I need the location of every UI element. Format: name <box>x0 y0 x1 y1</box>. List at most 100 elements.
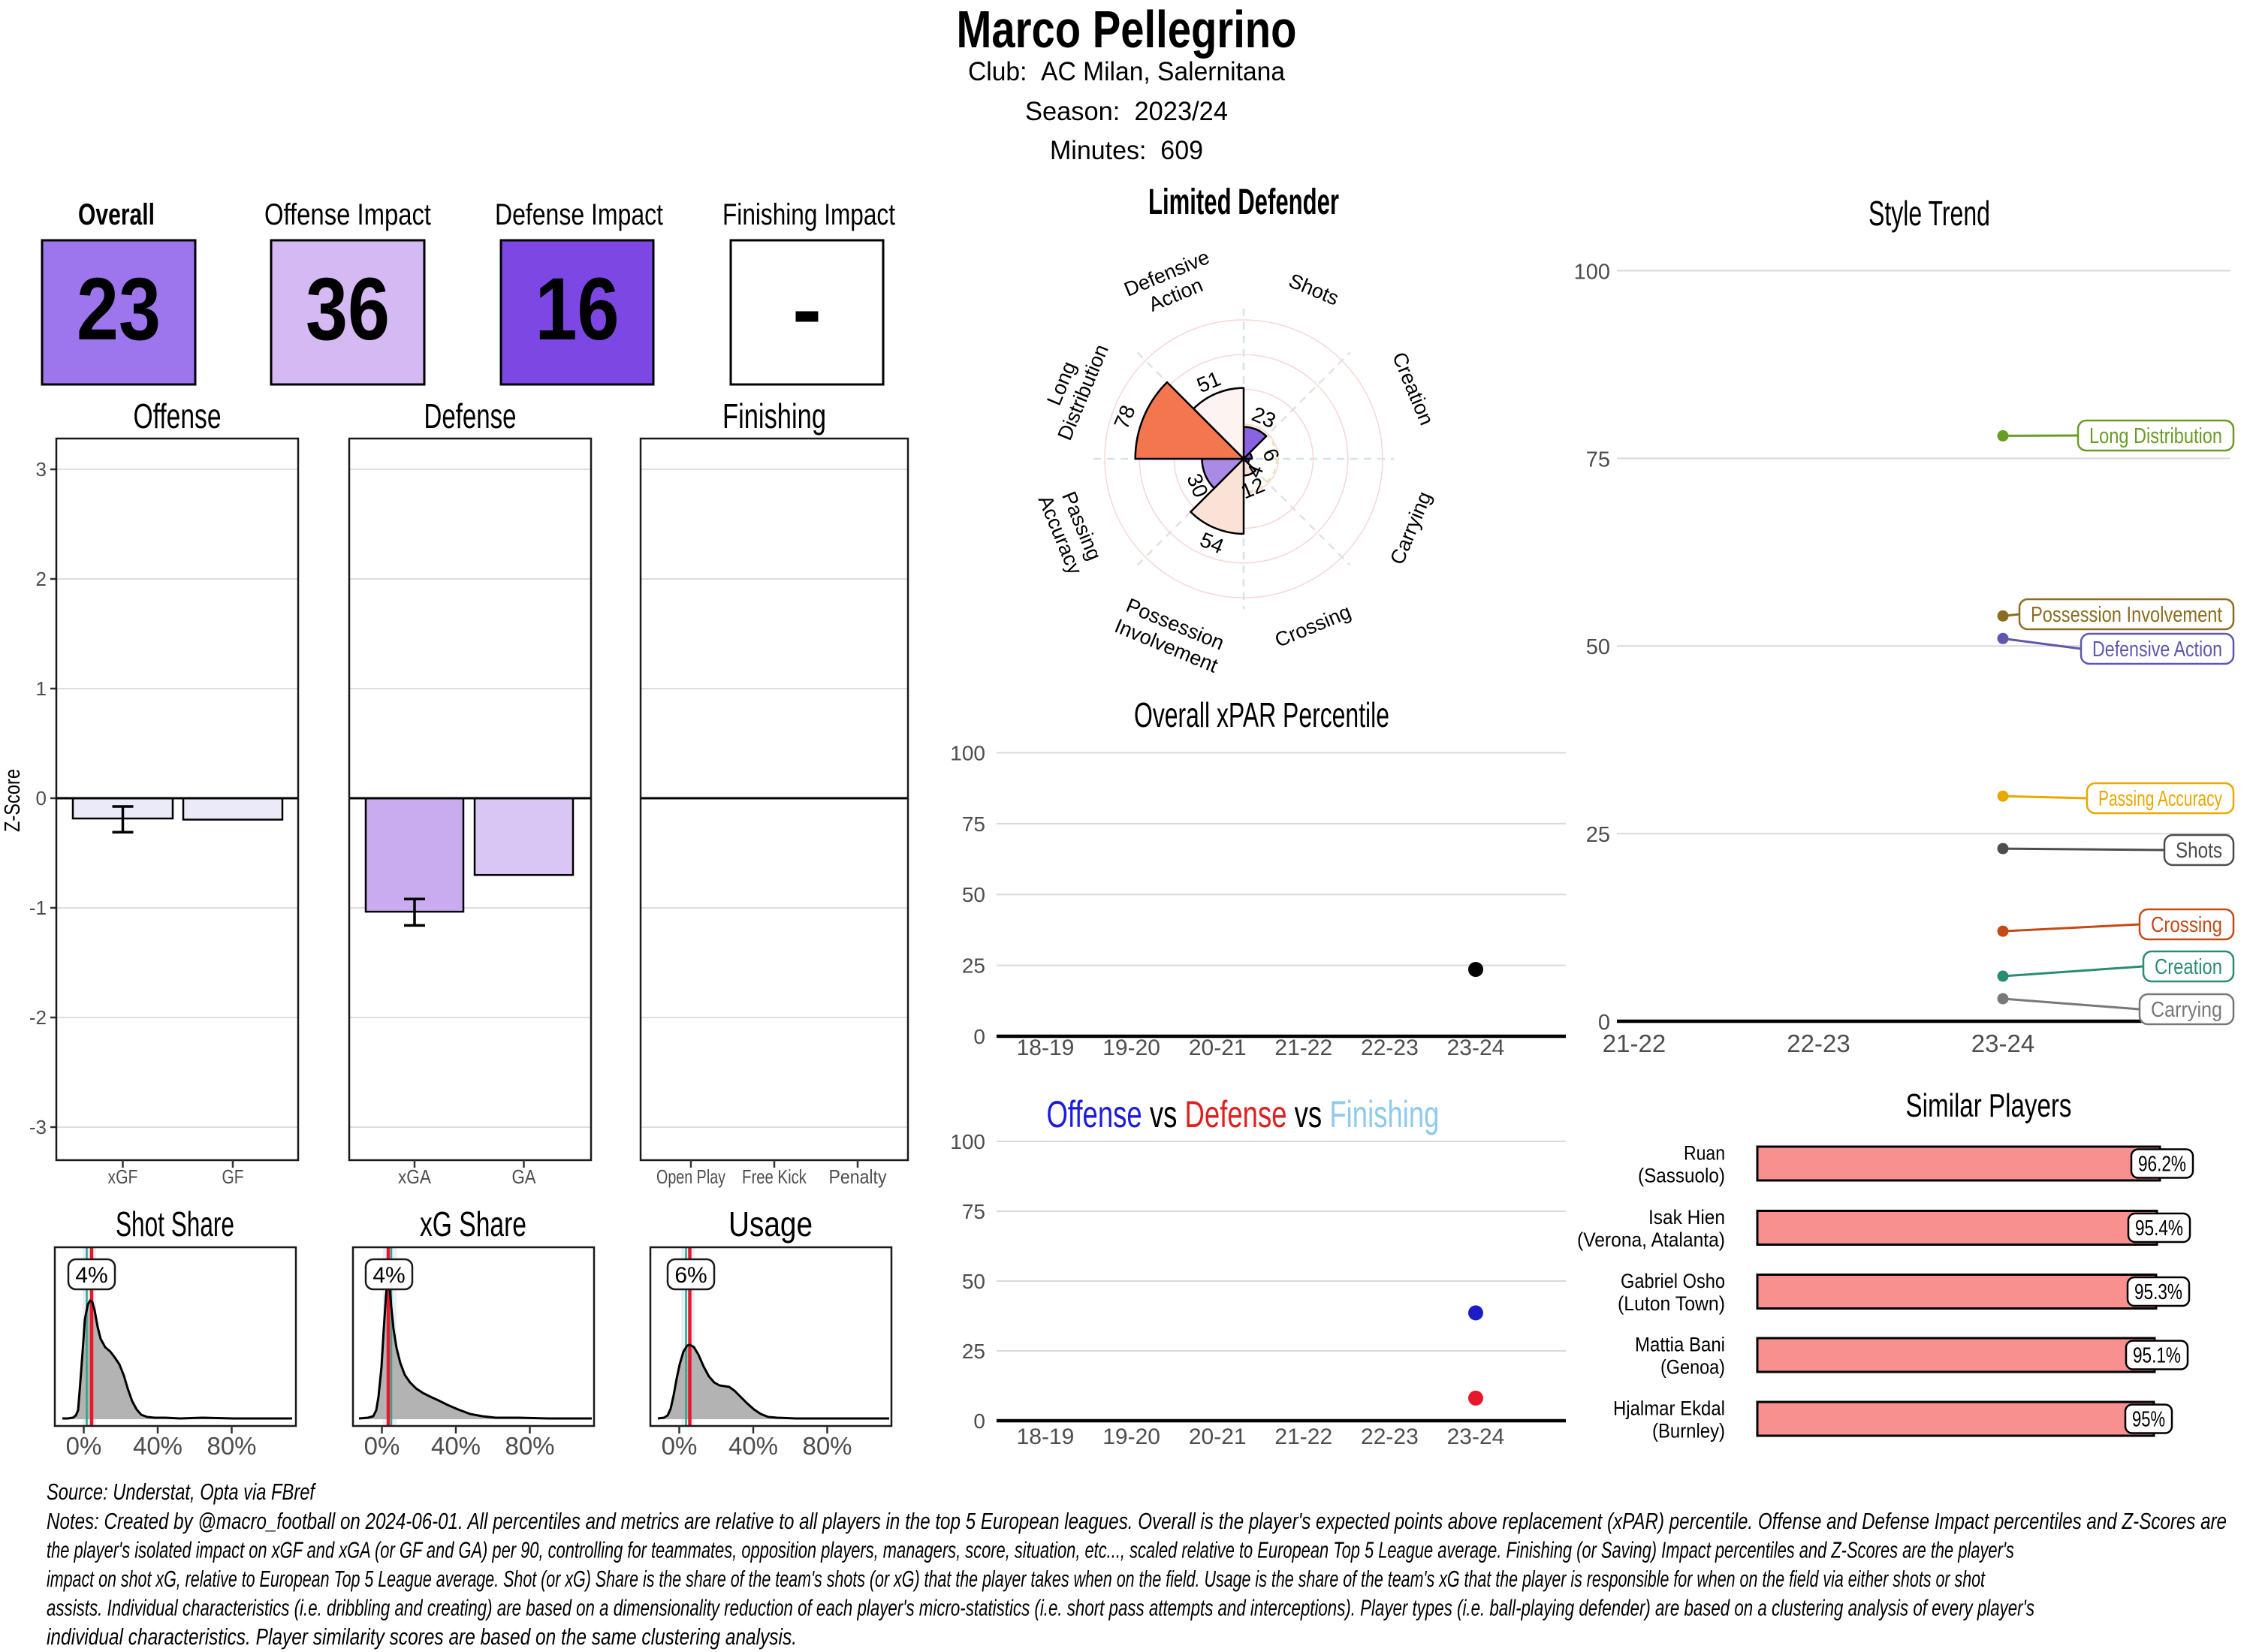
svg-text:1: 1 <box>36 677 47 700</box>
svg-text:-1: -1 <box>29 897 47 919</box>
svg-text:Possession Involvement: Possession Involvement <box>2031 603 2222 627</box>
svg-text:4%: 4% <box>75 1263 107 1288</box>
svg-text:4%: 4% <box>372 1263 405 1288</box>
svg-text:Penalty: Penalty <box>829 1165 887 1188</box>
svg-text:Z-Score: Z-Score <box>1 769 25 832</box>
svg-text:Club: AC Milan, Salernitana: Club: AC Milan, Salernitana <box>968 57 1286 86</box>
svg-text:0%: 0% <box>66 1432 102 1460</box>
svg-text:Crossing: Crossing <box>2151 913 2222 937</box>
svg-text:Finishing: Finishing <box>722 396 826 436</box>
svg-text:GA: GA <box>512 1165 537 1188</box>
svg-text:Free Kick: Free Kick <box>742 1165 807 1188</box>
svg-text:100: 100 <box>950 742 985 765</box>
svg-text:22-23: 22-23 <box>1361 1424 1419 1449</box>
svg-text:18-19: 18-19 <box>1017 1036 1075 1060</box>
svg-text:Mattia Bani: Mattia Bani <box>1635 1334 1725 1356</box>
svg-text:(Luton Town): (Luton Town) <box>1618 1292 1725 1315</box>
svg-text:Usage: Usage <box>728 1204 813 1244</box>
svg-text:0: 0 <box>36 787 47 809</box>
svg-text:3: 3 <box>36 458 47 481</box>
svg-text:80%: 80% <box>505 1432 554 1460</box>
svg-text:100: 100 <box>1574 261 1610 285</box>
svg-text:Gabriel Osho: Gabriel Osho <box>1621 1270 1725 1292</box>
svg-text:-2: -2 <box>29 1006 47 1029</box>
svg-text:21-22: 21-22 <box>1274 1036 1332 1060</box>
svg-text:assists. Individual characteri: assists. Individual characteristics (i.e… <box>47 1595 2034 1621</box>
svg-text:23-24: 23-24 <box>1447 1424 1505 1449</box>
svg-text:2: 2 <box>36 568 47 590</box>
svg-text:(Burnley): (Burnley) <box>1652 1420 1725 1442</box>
svg-text:0%: 0% <box>662 1432 698 1460</box>
svg-text:Defensive Action: Defensive Action <box>2092 638 2222 662</box>
svg-text:50: 50 <box>962 883 985 906</box>
svg-text:Minutes: 609: Minutes: 609 <box>1050 136 1203 165</box>
svg-text:95%: 95% <box>2132 1408 2165 1432</box>
svg-text:19-20: 19-20 <box>1102 1036 1160 1060</box>
svg-text:25: 25 <box>962 1340 985 1363</box>
svg-text:0%: 0% <box>364 1432 400 1460</box>
svg-text:Defense Impact: Defense Impact <box>495 198 663 231</box>
svg-text:impact on shot xG, relative to: impact on shot xG, relative to European … <box>47 1566 1986 1592</box>
svg-text:21-22: 21-22 <box>1603 1029 1666 1057</box>
svg-text:100: 100 <box>950 1130 985 1153</box>
svg-text:(Genoa): (Genoa) <box>1660 1356 1725 1379</box>
svg-text:Source: Understat, Opta via FB: Source: Understat, Opta via FBref <box>47 1479 317 1505</box>
svg-text:0: 0 <box>973 1025 985 1048</box>
svg-text:Offense Impact: Offense Impact <box>264 198 431 231</box>
svg-text:40%: 40% <box>133 1432 182 1460</box>
svg-text:Style Trend: Style Trend <box>1868 194 1990 233</box>
svg-text:22-23: 22-23 <box>1787 1029 1850 1057</box>
svg-text:96.2%: 96.2% <box>2138 1153 2186 1177</box>
svg-text:Similar Players: Similar Players <box>1906 1087 2072 1124</box>
svg-text:0: 0 <box>1598 1011 1610 1035</box>
svg-text:0: 0 <box>973 1409 985 1433</box>
svg-text:95.3%: 95.3% <box>2134 1280 2182 1304</box>
svg-text:Overall xPAR Percentile: Overall xPAR Percentile <box>1134 695 1389 734</box>
svg-text:Hjalmar Ekdal: Hjalmar Ekdal <box>1613 1397 1725 1420</box>
svg-text:Overall: Overall <box>78 198 155 231</box>
svg-text:the player's isolated impact o: the player's isolated impact on xGF and … <box>47 1537 2014 1563</box>
svg-text:50: 50 <box>1586 635 1610 659</box>
svg-text:individual characteristics. Pl: individual characteristics. Player simil… <box>47 1623 797 1650</box>
svg-text:Offense: Offense <box>134 396 222 436</box>
svg-text:22-23: 22-23 <box>1361 1036 1419 1060</box>
svg-text:Long Distribution: Long Distribution <box>2089 424 2222 448</box>
svg-text:(Sassuolo): (Sassuolo) <box>1638 1165 1725 1187</box>
svg-text:36: 36 <box>306 260 390 359</box>
svg-text:80%: 80% <box>802 1432 852 1460</box>
svg-text:25: 25 <box>1586 823 1610 847</box>
svg-text:Ruan: Ruan <box>1684 1142 1725 1165</box>
svg-text:95.4%: 95.4% <box>2135 1216 2183 1241</box>
svg-text:Shot Share: Shot Share <box>116 1204 234 1244</box>
svg-text:18-19: 18-19 <box>1017 1424 1075 1449</box>
svg-text:Season: 2023/24: Season: 2023/24 <box>1025 97 1228 126</box>
svg-text:Isak Hien: Isak Hien <box>1648 1206 1725 1228</box>
svg-text:Passing Accuracy: Passing Accuracy <box>2098 787 2222 811</box>
svg-text:80%: 80% <box>207 1432 256 1460</box>
svg-text:75: 75 <box>962 1200 985 1223</box>
svg-text:25: 25 <box>962 954 985 978</box>
svg-text:xGF: xGF <box>108 1165 138 1188</box>
svg-text:21-22: 21-22 <box>1274 1424 1332 1449</box>
svg-text:95.1%: 95.1% <box>2133 1344 2181 1368</box>
svg-text:Marco Pellegrino: Marco Pellegrino <box>957 0 1297 59</box>
svg-text:75: 75 <box>962 812 985 836</box>
svg-text:Defense: Defense <box>424 396 517 436</box>
svg-text:23: 23 <box>77 260 161 359</box>
svg-text:Finishing Impact: Finishing Impact <box>722 198 895 231</box>
svg-text:20-21: 20-21 <box>1189 1424 1247 1449</box>
svg-text:Open Play: Open Play <box>656 1165 725 1188</box>
svg-text:Creation: Creation <box>2155 955 2222 979</box>
svg-text:20-21: 20-21 <box>1189 1036 1247 1060</box>
svg-text:50: 50 <box>962 1270 985 1293</box>
svg-text:xG Share: xG Share <box>420 1204 526 1244</box>
svg-text:75: 75 <box>1586 448 1610 472</box>
svg-text:Offense vs Defense vs Finishin: Offense vs Defense vs Finishing <box>1047 1093 1440 1135</box>
svg-text:16: 16 <box>535 260 620 359</box>
svg-text:23-24: 23-24 <box>1971 1029 2034 1057</box>
svg-text:Notes: Created by @macro_footb: Notes: Created by @macro_football on 202… <box>47 1508 2227 1534</box>
svg-text:40%: 40% <box>431 1432 481 1460</box>
svg-text:(Verona, Atalanta): (Verona, Atalanta) <box>1577 1228 1725 1251</box>
svg-text:xGA: xGA <box>398 1165 432 1188</box>
svg-text:6%: 6% <box>674 1263 707 1288</box>
